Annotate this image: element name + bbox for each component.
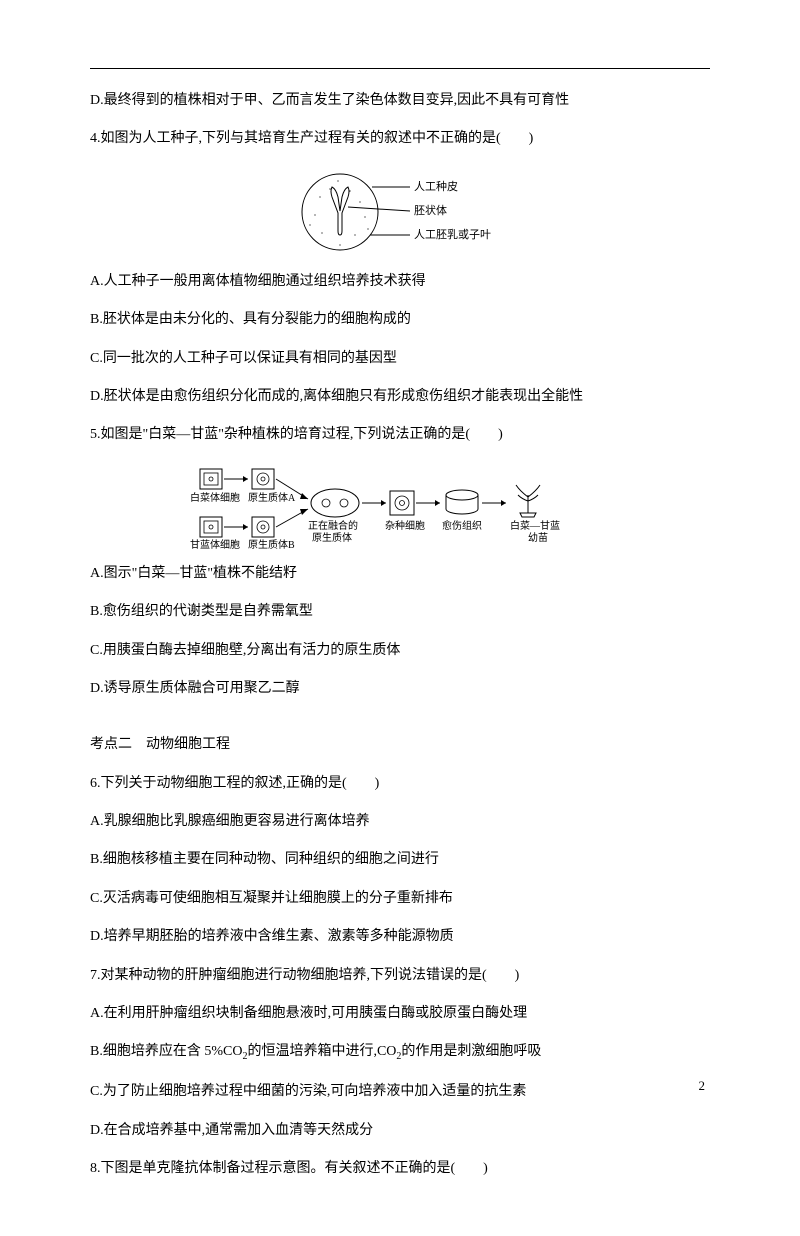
q5-option-b: B.愈伤组织的代谢类型是自养需氧型 [90, 601, 710, 623]
section-2-title: 考点二 动物细胞工程 [90, 734, 710, 756]
q5-option-d: D.诱导原生质体融合可用聚乙二醇 [90, 678, 710, 700]
q7b-p2: 的恒温培养箱中进行,CO [247, 1044, 396, 1059]
q4-option-d: D.胚状体是由愈伤组织分化而成的,离体细胞只有形成愈伤组织才能表现出全能性 [90, 386, 710, 408]
fig1-label2: 胚状体 [414, 203, 447, 217]
q6-option-b: B.细胞核移植主要在同种动物、同种组织的细胞之间进行 [90, 849, 710, 871]
fig2-protoB: 原生质体B [248, 538, 295, 549]
option-d-prev: D.最终得到的植株相对于甲、乙而言发生了染色体数目变异,因此不具有可育性 [90, 90, 710, 112]
q7-option-b: B.细胞培养应在含 5%CO2的恒温培养箱中进行,CO2的作用是刺激细胞呼吸 [90, 1041, 710, 1065]
q7-option-d: D.在合成培养基中,通常需加入血清等天然成分 [90, 1120, 710, 1142]
q5-option-c: C.用胰蛋白酶去掉细胞壁,分离出有活力的原生质体 [90, 640, 710, 662]
fig2-hybrid: 杂种细胞 [385, 519, 425, 532]
question-8: 8.下图是单克隆抗体制备过程示意图。有关叙述不正确的是( ) [90, 1158, 710, 1180]
fig1-label1: 人工种皮 [414, 179, 458, 193]
q7-option-a: A.在利用肝肿瘤组织块制备细胞悬液时,可用胰蛋白酶或胶原蛋白酶处理 [90, 1003, 710, 1025]
q4-option-b: B.胚状体是由未分化的、具有分裂能力的细胞构成的 [90, 309, 710, 331]
page-number: 2 [699, 1078, 706, 1094]
q4-option-a: A.人工种子一般用离体植物细胞通过组织培养技术获得 [90, 271, 710, 293]
fig2-seedling1: 白菜—甘蓝 [510, 519, 560, 532]
fig2-ganlan: 甘蓝体细胞 [190, 538, 240, 549]
fig1-label3: 人工胚乳或子叶 [414, 228, 491, 241]
q7b-p3: 的作用是刺激细胞呼吸 [401, 1044, 541, 1059]
header-rule [90, 68, 710, 69]
fig2-baicai: 白菜体细胞 [190, 491, 240, 504]
q6-option-d: D.培养早期胚胎的培养液中含维生素、激素等多种能源物质 [90, 926, 710, 948]
fig2-callus: 愈伤组织 [442, 519, 482, 532]
figure-seed: 人工种皮 胚状体 人工胚乳或子叶 [90, 167, 710, 257]
fig2-seedling2: 幼苗 [528, 531, 548, 544]
question-4: 4.如图为人工种子,下列与其培育生产过程有关的叙述中不正确的是( ) [90, 128, 710, 150]
question-6: 6.下列关于动物细胞工程的叙述,正确的是( ) [90, 773, 710, 795]
q6-option-c: C.灭活病毒可使细胞相互凝聚并让细胞膜上的分子重新排布 [90, 888, 710, 910]
fig2-fusing2: 原生质体 [312, 531, 352, 544]
figure-fusion: 白菜体细胞 甘蓝体细胞 原生质体A 原生质体B [90, 463, 710, 549]
q6-option-a: A.乳腺细胞比乳腺癌细胞更容易进行离体培养 [90, 811, 710, 833]
fig2-fusing1: 正在融合的 [308, 519, 358, 532]
q5-option-a: A.图示"白菜—甘蓝"植株不能结籽 [90, 563, 710, 585]
q4-option-c: C.同一批次的人工种子可以保证具有相同的基因型 [90, 348, 710, 370]
q7b-p1: B.细胞培养应在含 5%CO [90, 1044, 242, 1059]
fig2-protoA: 原生质体A [248, 491, 296, 504]
question-7: 7.对某种动物的肝肿瘤细胞进行动物细胞培养,下列说法错误的是( ) [90, 965, 710, 987]
question-5: 5.如图是"白菜—甘蓝"杂种植株的培育过程,下列说法正确的是( ) [90, 424, 710, 446]
q7-option-c: C.为了防止细胞培养过程中细菌的污染,可向培养液中加入适量的抗生素 [90, 1081, 710, 1103]
